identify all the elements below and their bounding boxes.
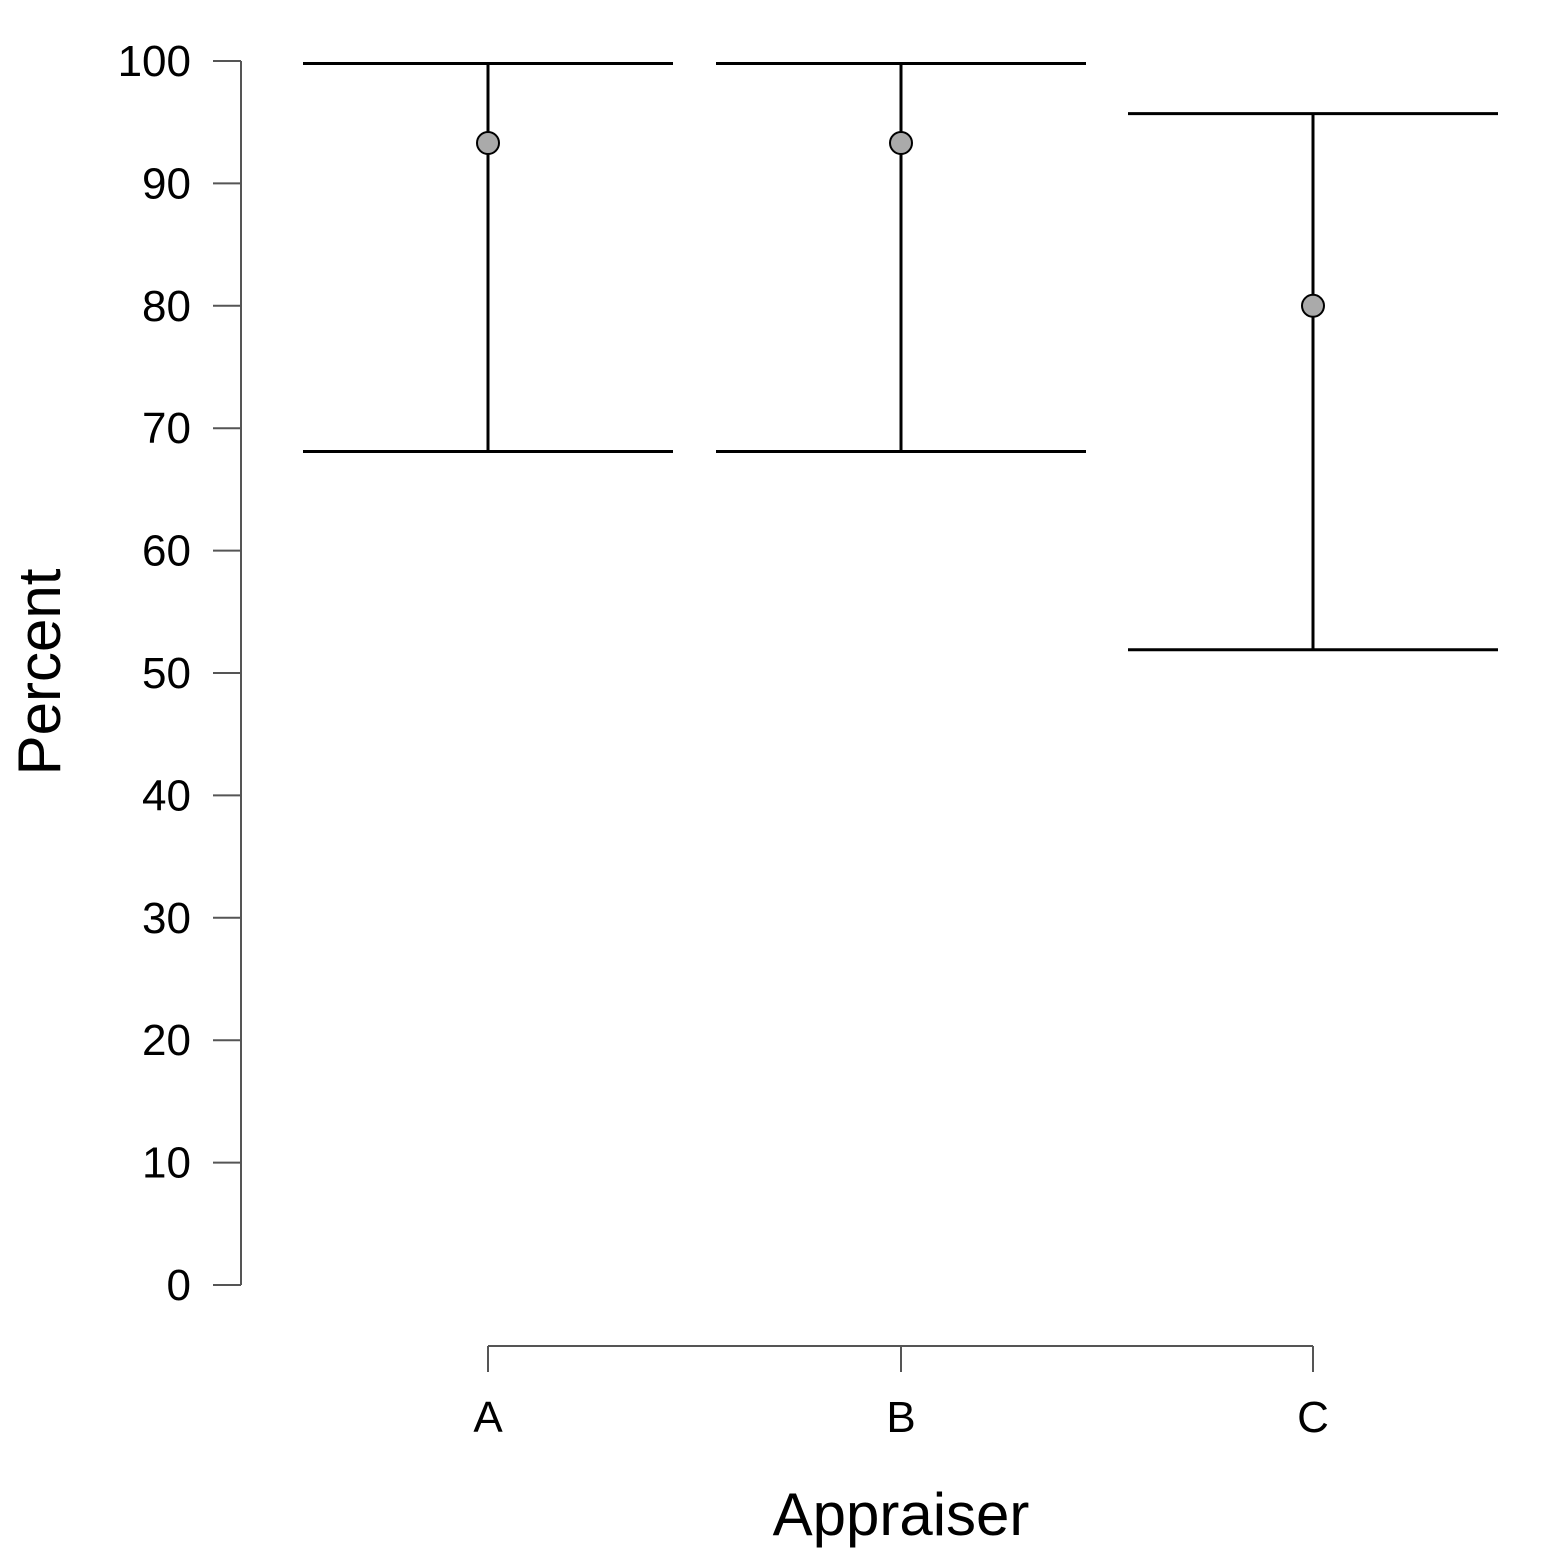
errorbar-group [1128,112,1498,652]
y-tick-label: 100 [118,37,191,86]
y-tick-label: 20 [142,1016,191,1065]
y-tick-label: 0 [167,1261,191,1310]
x-tick-label: A [473,1393,503,1442]
y-axis: 0 10 20 30 40 50 60 70 80 90 100 [118,37,242,1310]
y-axis-title: Percent [6,568,73,775]
plot-area [303,61,1498,652]
y-tick-label: 50 [142,649,191,698]
y-tick-label: 10 [142,1139,191,1188]
errorbar-group [303,61,673,453]
data-point [1301,293,1325,318]
y-tick-label: 30 [142,894,191,943]
data-point [476,131,500,156]
x-axis-title: Appraiser [773,1481,1030,1548]
x-tick-label: C [1297,1393,1329,1442]
x-tick-label: B [886,1393,915,1442]
y-tick-label: 40 [142,771,191,820]
y-tick-label: 70 [142,404,191,453]
errorbar-group [716,61,1086,453]
y-tick-label: 90 [142,159,191,208]
y-tick-label: 80 [142,282,191,331]
x-axis: A B C [473,1345,1329,1442]
y-tick-label: 60 [142,527,191,576]
data-point [889,131,913,156]
